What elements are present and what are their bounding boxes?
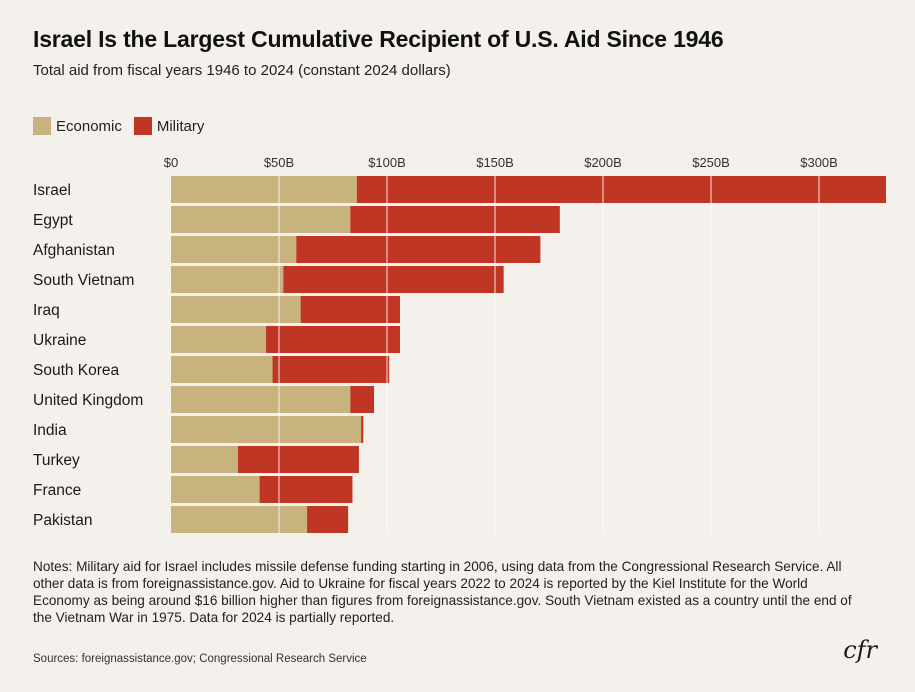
bar-economic: [171, 296, 301, 323]
bar-military: [350, 386, 375, 413]
bar-economic: [171, 206, 351, 233]
legend-swatch-military: [133, 117, 152, 135]
bar-economic: [171, 176, 357, 203]
x-tick-label: $250B: [692, 155, 730, 170]
bar-economic: [171, 266, 284, 293]
x-tick-label: $100B: [368, 155, 406, 170]
category-label: Turkey: [33, 452, 80, 469]
bar-military: [272, 356, 390, 383]
bar-economic: [171, 386, 351, 413]
bar-military: [237, 446, 359, 473]
bar-military: [266, 326, 400, 353]
x-tick-label: $50B: [264, 155, 294, 170]
bar-chart: $0 $50B $100B $150B $200B $250B $300B Israel Egy…: [33, 155, 886, 534]
bar-military: [361, 416, 364, 443]
legend-label-military: Military: [156, 117, 205, 135]
category-label: United Kingdom: [33, 392, 143, 409]
bar-military: [283, 266, 504, 293]
category-label: Ukraine: [33, 332, 86, 349]
bar-economic: [171, 236, 297, 263]
x-tick-label: $300B: [800, 155, 838, 170]
cfr-logo: cfr: [843, 636, 877, 664]
category-label: India: [33, 422, 67, 439]
legend-item-economic: Economic: [33, 117, 122, 135]
chart-title: Israel Is the Largest Cumulative Recipie…: [33, 26, 724, 52]
bar-military: [350, 206, 560, 233]
bar-military: [300, 296, 400, 323]
legend-label-economic: Economic: [56, 117, 122, 135]
category-label: South Korea: [33, 362, 120, 379]
bar-military: [296, 236, 541, 263]
category-label: Israel: [33, 182, 71, 199]
bar-economic: [171, 506, 308, 533]
bar-economic: [171, 326, 267, 353]
bar-military: [259, 476, 353, 503]
bar-military: [307, 506, 349, 533]
category-label: France: [33, 482, 81, 499]
x-tick-label: $200B: [584, 155, 622, 170]
bar-economic: [171, 356, 273, 383]
legend-item-military: Military: [133, 117, 205, 135]
legend: Economic Military: [33, 117, 216, 135]
bar-economic: [171, 416, 362, 443]
x-tick-label: $150B: [476, 155, 514, 170]
category-label: Iraq: [33, 302, 60, 319]
chart-subtitle: Total aid from fiscal years 1946 to 2024…: [33, 62, 451, 79]
bar-military: [356, 176, 886, 203]
bar-economic: [171, 446, 238, 473]
category-label: South Vietnam: [33, 272, 134, 289]
bar-economic: [171, 476, 260, 503]
legend-swatch-economic: [33, 117, 51, 135]
category-label: Egypt: [33, 212, 73, 229]
x-tick-label: $0: [164, 155, 178, 170]
category-label: Pakistan: [33, 512, 92, 529]
chart-sources: Sources: foreignassistance.gov; Congress…: [33, 653, 367, 665]
category-label: Afghanistan: [33, 242, 115, 259]
chart-notes: Notes: Military aid for Israel includes …: [33, 559, 852, 625]
